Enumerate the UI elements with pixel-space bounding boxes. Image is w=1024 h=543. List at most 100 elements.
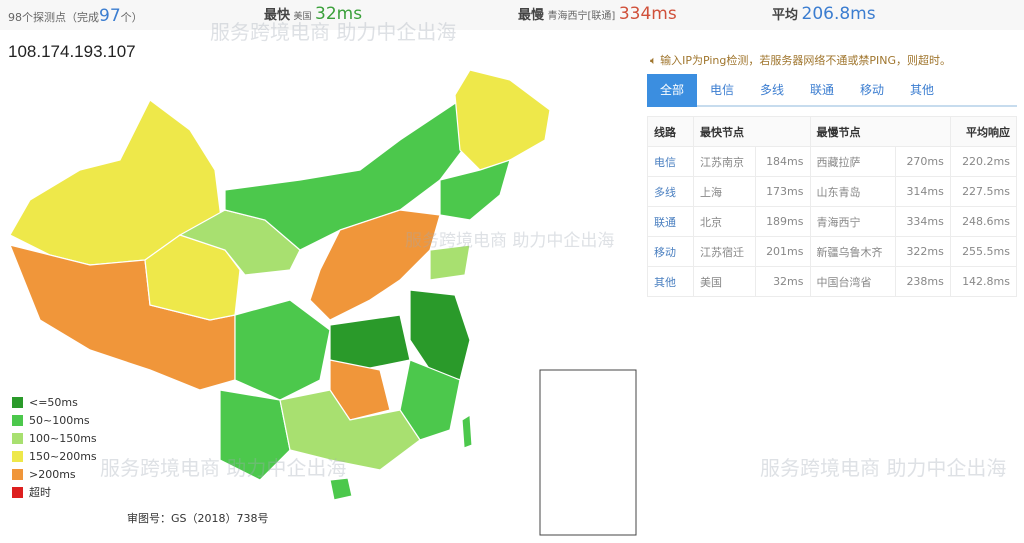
cell-line[interactable]: 电信 (647, 146, 694, 177)
legend-item: >200ms (12, 465, 97, 483)
table-row: 多线 上海 173ms 山东青岛 314ms 227.5ms (647, 176, 1018, 207)
tab-unicom[interactable]: 联通 (809, 83, 834, 97)
map-legend: <=50ms 50~100ms 100~150ms 150~200ms >200ms 超时 (12, 393, 97, 501)
china-ping-map (9, 69, 637, 536)
region-shanxi-hebei[interactable] (309, 209, 441, 321)
region-yunnan[interactable] (219, 389, 291, 481)
cell-slowest-node: 中国台湾省 (809, 266, 897, 297)
fastest-location: 美国 (293, 12, 312, 22)
cell-line[interactable]: 多线 (647, 176, 694, 207)
probe-unit: 个） (120, 11, 143, 24)
legend-swatch (12, 468, 23, 480)
legend-item: 超时 (12, 483, 97, 501)
region-jilin-liaoning[interactable] (439, 159, 511, 221)
watermark: 服务跨境电商 助力中企出海 (760, 456, 1007, 480)
legend-label: 超时 (29, 486, 51, 499)
region-inner-mongolia[interactable] (224, 99, 471, 251)
fastest-label: 最快 (264, 8, 291, 23)
legend-swatch (12, 432, 23, 444)
legend-label: 100~150ms (29, 431, 97, 445)
cell-slowest-node: 新疆乌鲁木齐 (809, 236, 897, 267)
cell-slowest-ms: 322ms (895, 236, 951, 267)
region-shandong[interactable] (429, 244, 471, 281)
summary-bar: 98个探测点（完成97个） 最快 美国 32ms 最慢 青海西宁[联通] 334… (0, 0, 1024, 30)
notice: 🔈︎ 输入IP为Ping检测，若服务器网络不通或禁PING，则超时。 (650, 52, 951, 68)
map-approval-number: 审图号：GS（2018）738号 (127, 512, 269, 525)
fastest-value: 32ms (315, 4, 363, 24)
cell-fastest-node: 上海 (693, 176, 756, 207)
region-hainan[interactable] (329, 477, 353, 501)
cell-fastest-ms: 201ms (754, 236, 811, 267)
tab-multiline[interactable]: 多线 (759, 83, 784, 97)
region-fujian-zhejiang[interactable] (399, 359, 461, 441)
table-row: 其他 美国 32ms 中国台湾省 238ms 142.8ms (647, 266, 1018, 297)
cell-slowest-ms: 314ms (895, 176, 951, 207)
table-row: 联通 北京 189ms 青海西宁 334ms 248.6ms (647, 206, 1018, 237)
tab-mobile[interactable]: 移动 (859, 83, 884, 97)
legend-item: <=50ms (12, 393, 97, 411)
legend-item: 150~200ms (12, 447, 97, 465)
cell-fastest-ms: 32ms (754, 266, 811, 297)
cell-slowest-ms: 238ms (895, 266, 951, 297)
cell-fastest-node: 江苏宿迁 (693, 236, 756, 267)
target-ip: 108.174.193.107 (8, 42, 136, 61)
cell-fastest-ms: 184ms (754, 146, 811, 177)
slowest-location: 青海西宁[联通] (547, 11, 616, 22)
cell-line[interactable]: 移动 (647, 236, 694, 267)
cell-slowest-node: 青海西宁 (809, 206, 897, 237)
cell-average: 227.5ms (949, 176, 1018, 207)
region-guangxi-guangdong[interactable] (279, 389, 421, 471)
legend-item: 50~100ms (12, 411, 97, 429)
col-fastest: 最快节点 (693, 116, 811, 147)
cell-fastest-node: 北京 (693, 206, 756, 237)
cell-fastest-ms: 189ms (754, 206, 811, 237)
cell-line[interactable]: 联通 (647, 206, 694, 237)
cell-line[interactable]: 其他 (647, 266, 694, 297)
region-henan-hubei[interactable] (329, 314, 411, 371)
legend-label: 150~200ms (29, 449, 97, 463)
legend-swatch (12, 414, 23, 426)
cell-average: 255.5ms (949, 236, 1018, 267)
tab-all[interactable]: 全部 (647, 74, 697, 107)
isp-tabs: 全部 电信 多线 联通 移动 其他 (647, 74, 1017, 107)
col-line: 线路 (647, 116, 694, 147)
table-header: 线路 最快节点 最慢节点 平均响应 (647, 116, 1018, 147)
probe-count: 98个探测点（完成 (8, 11, 99, 24)
table-row: 电信 江苏南京 184ms 西藏拉萨 270ms 220.2ms (647, 146, 1018, 177)
watermark: 服务跨境电商 助力中企出海 (100, 456, 347, 480)
legend-swatch (12, 396, 23, 408)
cell-slowest-ms: 334ms (895, 206, 951, 237)
completed-count: 97 (99, 6, 121, 26)
region-taiwan[interactable] (461, 413, 473, 449)
cell-average: 142.8ms (949, 266, 1018, 297)
legend-label: 50~100ms (29, 413, 90, 427)
avg-label: 平均 (772, 8, 799, 23)
tab-other[interactable]: 其他 (909, 83, 934, 97)
col-slowest: 最慢节点 (809, 116, 951, 147)
cell-fastest-node: 江苏南京 (693, 146, 756, 177)
cell-fastest-ms: 173ms (754, 176, 811, 207)
table-row: 移动 江苏宿迁 201ms 新疆乌鲁木齐 322ms 255.5ms (647, 236, 1018, 267)
tab-telecom[interactable]: 电信 (709, 83, 734, 97)
watermark: 服务跨境电商 助力中企出海 (210, 20, 457, 44)
speaker-icon: 🔈︎ (650, 54, 661, 67)
legend-label: <=50ms (29, 395, 78, 409)
col-average: 平均响应 (949, 116, 1018, 147)
slowest-label: 最慢 (518, 8, 545, 23)
legend-swatch (12, 486, 23, 498)
cell-average: 220.2ms (949, 146, 1018, 177)
cell-slowest-ms: 270ms (895, 146, 951, 177)
cell-slowest-node: 西藏拉萨 (809, 146, 897, 177)
region-heilongjiang[interactable] (454, 69, 551, 171)
avg-value: 206.8ms (801, 4, 876, 24)
cell-fastest-node: 美国 (693, 266, 756, 297)
south-china-sea-inset (539, 369, 637, 536)
region-hunan-jiangxi[interactable] (329, 359, 391, 421)
watermark: 服务跨境电商 助力中企出海 (405, 231, 615, 251)
cell-average: 248.6ms (949, 206, 1018, 237)
slowest-value: 334ms (618, 4, 677, 24)
notice-text: 输入IP为Ping检测，若服务器网络不通或禁PING，则超时。 (660, 54, 952, 67)
legend-label: >200ms (29, 467, 76, 481)
region-sichuan[interactable] (234, 299, 331, 401)
isp-table: 线路 最快节点 最慢节点 平均响应 电信 江苏南京 184ms 西藏拉萨 270ms 22… (647, 116, 1018, 297)
